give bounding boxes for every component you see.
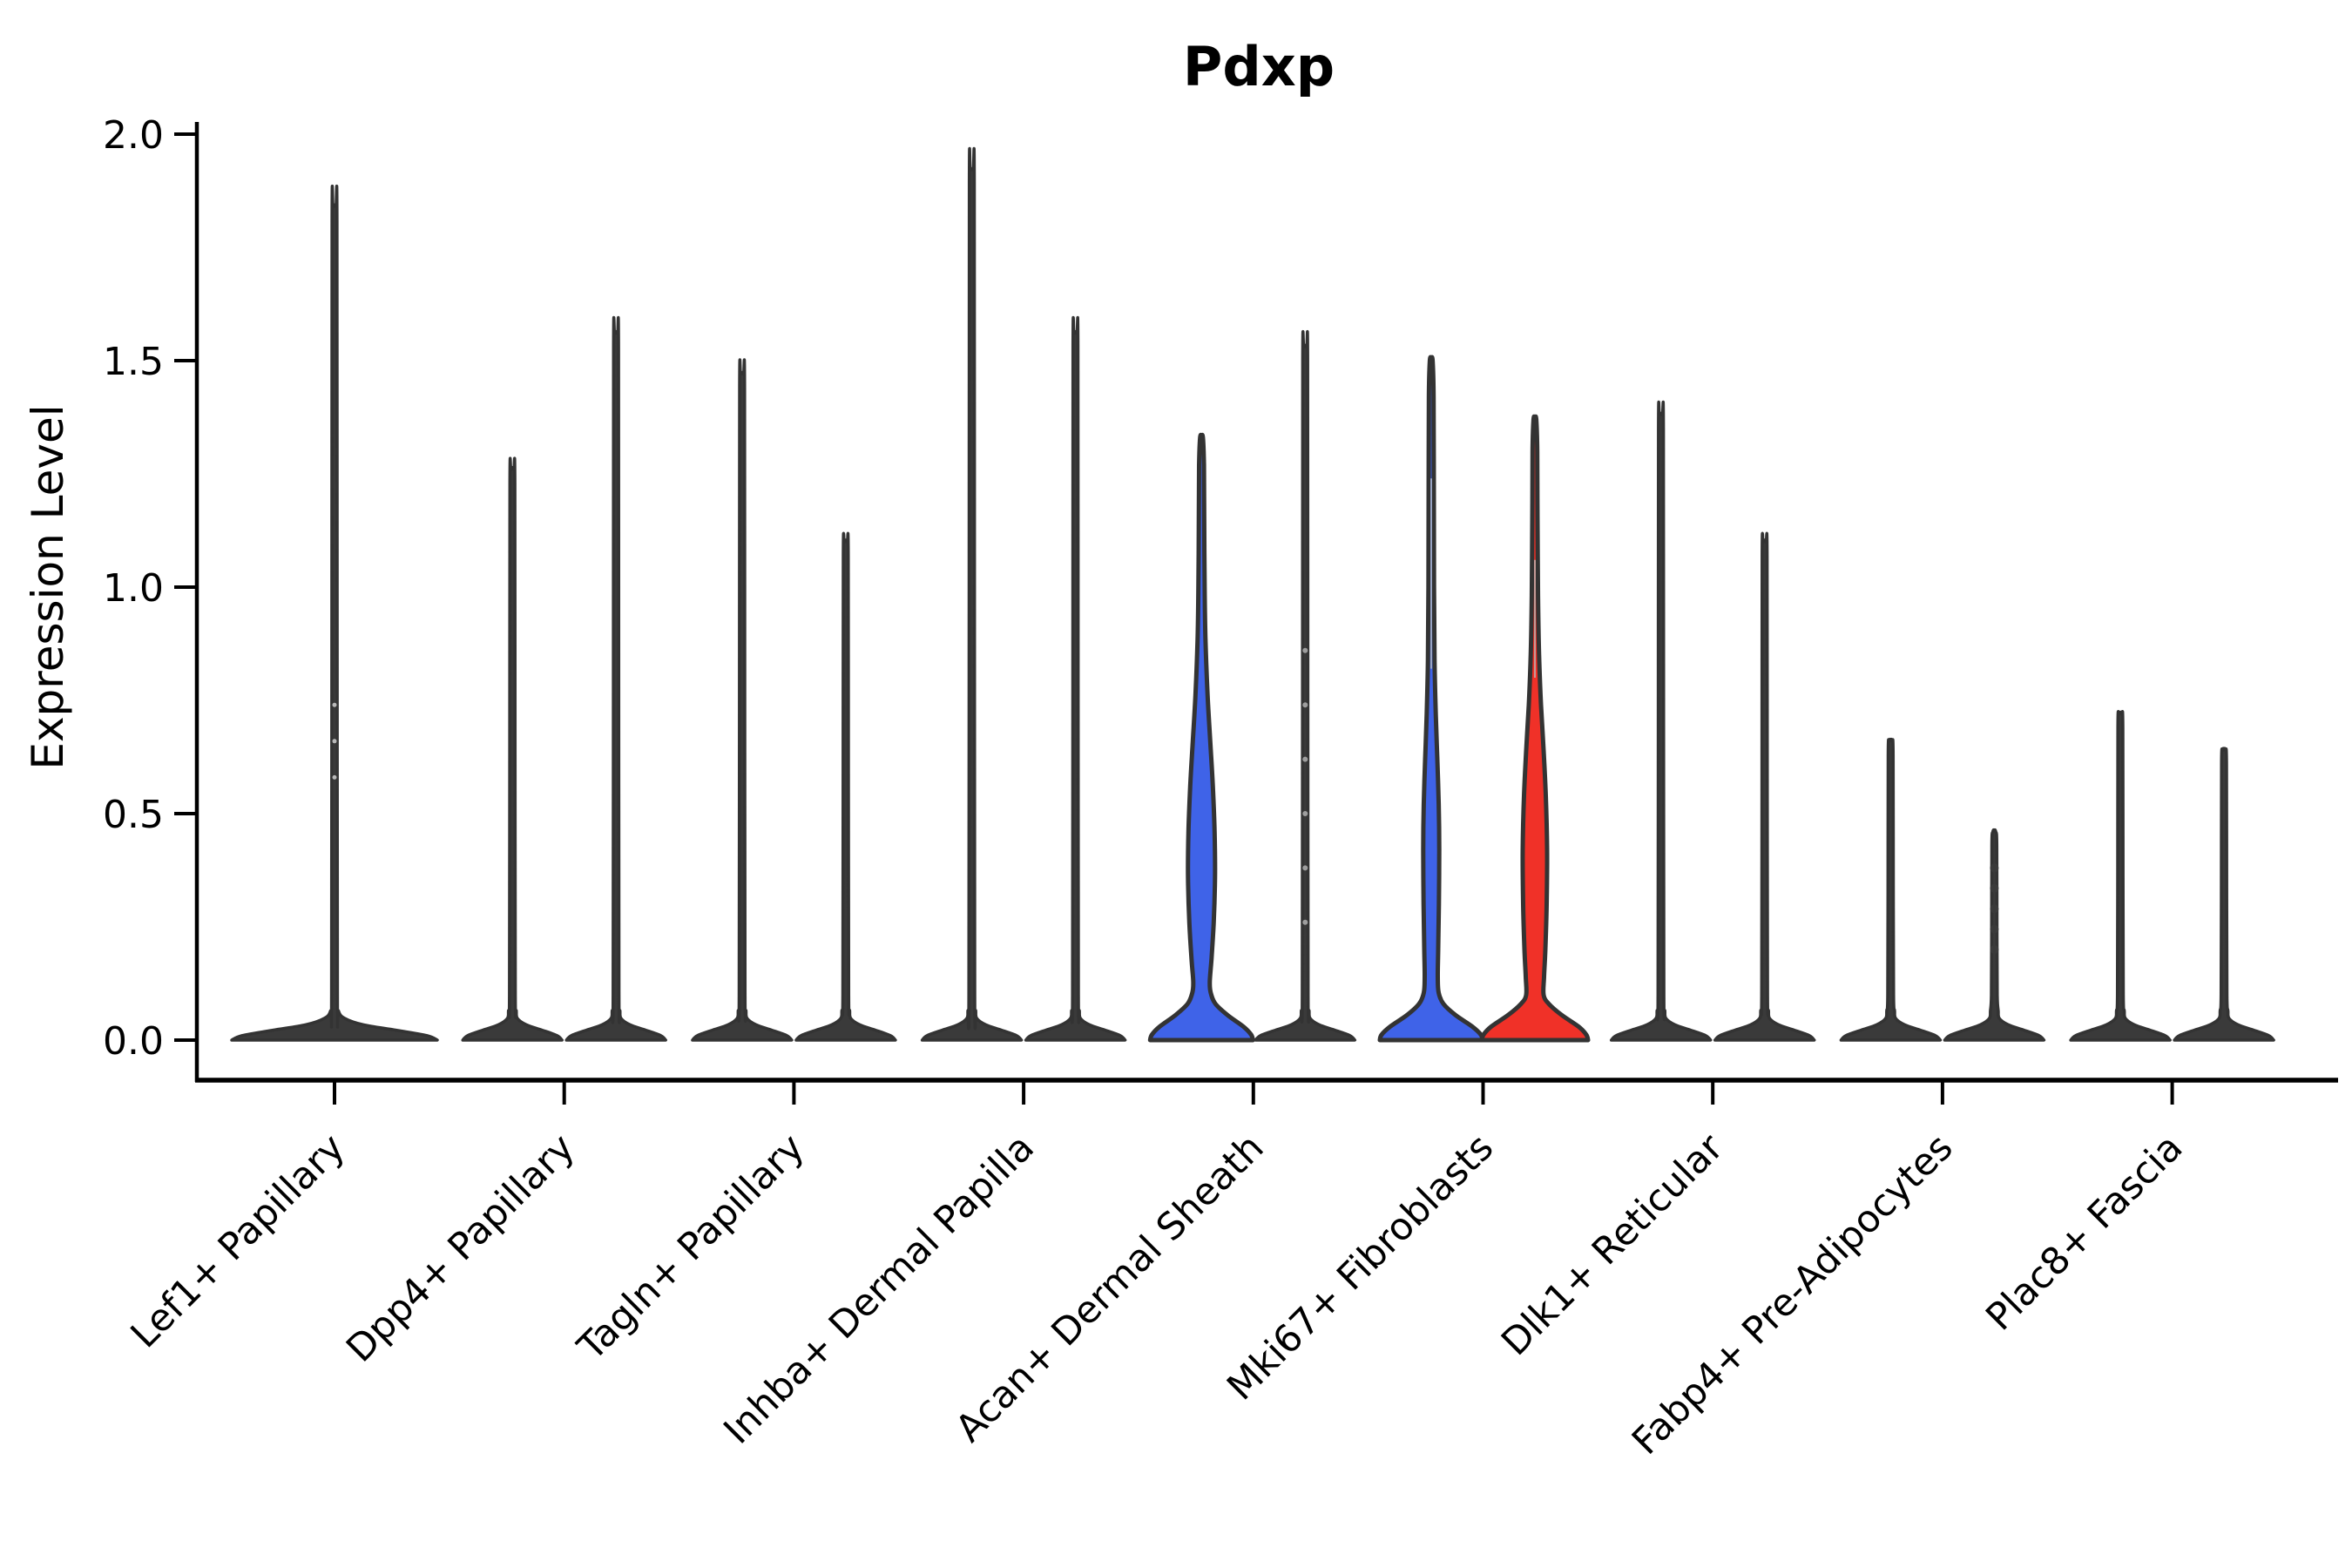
outlier-dot-acan-dermal-sheath-right <box>1302 702 1308 708</box>
violin-lef1-papillary-center <box>230 184 439 1042</box>
outlier-dot-acan-dermal-sheath-right <box>1302 756 1308 762</box>
violin-dpp4-papillary-right <box>564 315 667 1042</box>
outlier-dot-lef1-papillary-center <box>332 774 337 780</box>
outlier-dot-fabp4-pre-adipocytes-right <box>1990 883 1999 893</box>
violin-dlk1-reticular-left <box>1609 400 1713 1042</box>
y-tick-label: 0.5 <box>103 793 164 837</box>
outlier-dot-acan-dermal-sheath-right <box>1302 811 1308 816</box>
violin-tagln-papillary-left <box>691 358 794 1042</box>
x-tick-label-dpp4-papillary: Dpp4+ Papillary <box>338 1125 583 1370</box>
violin-fabp4-pre-adipocytes-left <box>1839 737 1943 1042</box>
violins-layer <box>230 146 2275 1043</box>
outlier-dot-lef1-papillary-center <box>332 702 337 707</box>
violin-mki67-fibroblasts-left <box>1377 355 1485 1043</box>
y-tick-label: 1.0 <box>103 566 164 611</box>
violin-acan-dermal-sheath-left <box>1147 432 1255 1043</box>
outlier-dot-fabp4-pre-adipocytes-right <box>1990 863 1999 873</box>
x-tick-label-plac8-fascia: Plac8+ Fascia <box>1977 1125 2191 1339</box>
y-tick-label: 2.0 <box>103 113 164 158</box>
x-tick-label-mki67-fibroblasts: Mki67+ Fibroblasts <box>1219 1125 1502 1409</box>
violin-plac8-fascia-right <box>2173 747 2275 1042</box>
outlier-dot-fabp4-pre-adipocytes-right <box>1990 924 1999 934</box>
violin-dpp4-papillary-left <box>461 456 564 1042</box>
outlier-dot-fabp4-pre-adipocytes-right <box>1990 945 1999 954</box>
y-axis-label: Expression Level <box>23 404 73 769</box>
x-tick-label-dlk1-reticular: Dlk1+ Reticular <box>1493 1125 1732 1364</box>
outlier-dot-acan-dermal-sheath-right <box>1302 865 1308 871</box>
outlier-dot-fabp4-pre-adipocytes-right <box>1990 904 1999 914</box>
violin-dlk1-reticular-right <box>1713 531 1816 1042</box>
x-tick-label-lef1-papillary: Lef1+ Papillary <box>123 1125 354 1356</box>
violin-acan-dermal-sheath-right <box>1254 330 1357 1042</box>
violin-fabp4-pre-adipocytes-right <box>1943 828 2046 1042</box>
outlier-dot-acan-dermal-sheath-right <box>1302 919 1308 925</box>
outlier-dot-lef1-papillary-center <box>332 739 337 744</box>
violin-plac8-fascia-left <box>2069 710 2172 1042</box>
outlier-dot-acan-dermal-sheath-right <box>1302 647 1308 653</box>
plot-title: Pdxp <box>1183 35 1335 98</box>
violin-inhba-dermal-papilla-left <box>920 146 1024 1042</box>
violin-mki67-fibroblasts-right <box>1479 414 1591 1043</box>
y-tick-label: 1.5 <box>103 340 164 384</box>
y-tick-label: 0.0 <box>103 1019 164 1064</box>
violin-tagln-papillary-right <box>794 531 897 1042</box>
violin-inhba-dermal-papilla-right <box>1024 315 1127 1042</box>
x-tick-label-tagln-papillary: Tagln+ Papillary <box>569 1125 813 1369</box>
